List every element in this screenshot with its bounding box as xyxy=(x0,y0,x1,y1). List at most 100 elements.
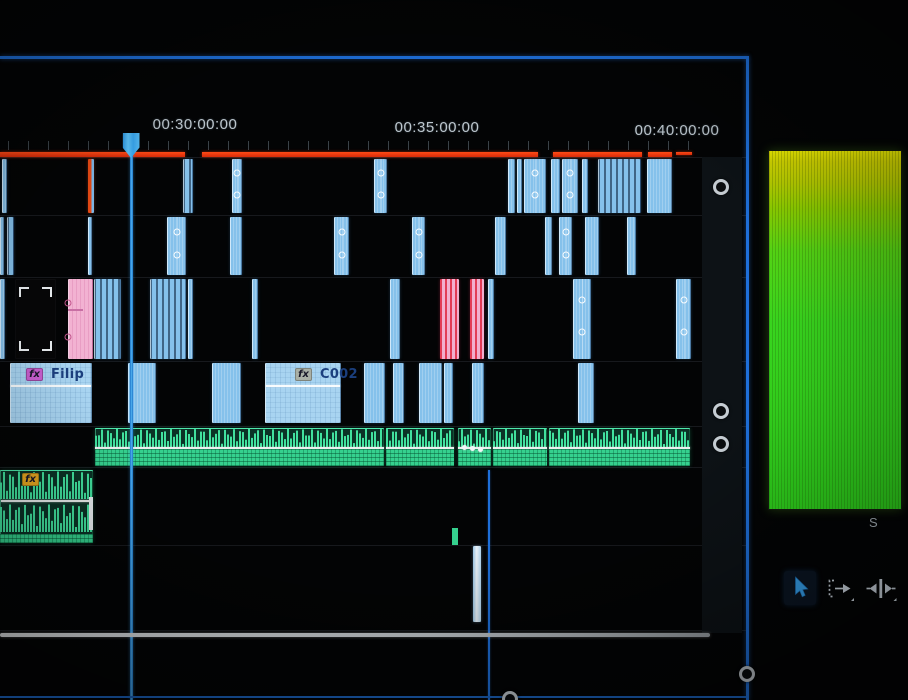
clip-audio-3[interactable] xyxy=(473,546,481,622)
clip-audio-1[interactable] xyxy=(493,428,547,466)
clip-video-1-upper[interactable] xyxy=(94,279,121,359)
scroll-handle-knob[interactable] xyxy=(713,436,729,452)
clip-video-1-upper[interactable] xyxy=(64,279,93,359)
clip-video-1-upper[interactable] xyxy=(0,279,5,359)
transition-mark xyxy=(680,296,687,304)
clip-video-3[interactable] xyxy=(2,159,7,213)
keyframe-line xyxy=(683,279,685,359)
clip-audio-1[interactable] xyxy=(458,428,491,466)
ruler-tick xyxy=(508,141,509,150)
cursor-arrow-icon xyxy=(795,576,809,598)
clip-video-1-upper[interactable] xyxy=(188,279,193,359)
ripple-edit-tool-button[interactable] xyxy=(861,574,901,604)
clip-video-1-upper[interactable] xyxy=(676,279,691,359)
volume-keyframe-dot[interactable] xyxy=(478,447,483,452)
clip-video-1-upper[interactable] xyxy=(470,279,484,359)
clip-label-row: fx Filip xyxy=(26,367,84,382)
ruler-tick xyxy=(168,141,169,150)
scroll-handle-knob[interactable] xyxy=(502,691,518,700)
clip-video-1[interactable] xyxy=(212,363,241,423)
fx-badge: fx xyxy=(22,473,39,486)
clip-video-3[interactable] xyxy=(551,159,560,213)
transition-mark xyxy=(531,169,539,177)
clip-video-1[interactable] xyxy=(364,363,385,423)
clip-video-3[interactable] xyxy=(374,159,387,213)
track-select-forward-tool-button[interactable] xyxy=(822,574,858,604)
clip-label: C002 xyxy=(320,367,358,382)
clip-video-2[interactable] xyxy=(7,217,14,275)
clip-label-row: fx C002 xyxy=(295,367,358,382)
volume-keyframe-dot[interactable] xyxy=(462,445,467,450)
clip-video-2[interactable] xyxy=(627,217,636,275)
scroll-handle-knob[interactable] xyxy=(713,403,729,419)
solo-button[interactable]: S xyxy=(869,515,878,530)
clip-video-1[interactable] xyxy=(393,363,404,423)
clip-video-3[interactable] xyxy=(183,159,193,213)
clip-video-2[interactable] xyxy=(230,217,242,275)
clip-video-3[interactable] xyxy=(582,159,588,213)
clip-audio-1[interactable] xyxy=(386,428,454,466)
ruler-tick xyxy=(688,141,689,150)
clip-video-3[interactable] xyxy=(88,159,94,213)
audio-body xyxy=(386,449,454,466)
clip-video-1-upper[interactable] xyxy=(390,279,400,359)
transition-mark xyxy=(680,328,687,336)
clip-video-1-upper[interactable] xyxy=(150,279,186,359)
ruler-tick xyxy=(448,141,449,150)
track-audio-2: fx xyxy=(0,469,746,544)
scroll-handle-knob[interactable] xyxy=(713,179,729,195)
clip-video-2[interactable] xyxy=(545,217,552,275)
clip-audio-2[interactable]: fx xyxy=(0,470,93,543)
clip-video-2[interactable] xyxy=(559,217,572,275)
clip-video-3[interactable] xyxy=(517,159,522,213)
clip-video-1-upper[interactable] xyxy=(440,279,459,359)
ruler-tick xyxy=(68,141,69,150)
clip-video-1-upper[interactable] xyxy=(252,279,258,359)
transition-mark xyxy=(377,169,384,177)
clip-audio-1[interactable] xyxy=(549,428,690,466)
clip-video-2[interactable] xyxy=(0,217,4,275)
volume-keyframe-dot[interactable] xyxy=(470,446,475,451)
render-bar-segment xyxy=(676,152,692,155)
clip-video-1[interactable] xyxy=(444,363,453,423)
clip-filip[interactable]: fx Filip xyxy=(10,363,92,423)
clip-video-2[interactable] xyxy=(167,217,186,275)
playhead-marker[interactable] xyxy=(122,133,140,158)
clip-video-3[interactable] xyxy=(524,159,546,213)
clip-video-3[interactable] xyxy=(508,159,515,213)
playhead-line xyxy=(130,150,133,700)
clip-video-2[interactable] xyxy=(495,217,506,275)
track-divider xyxy=(0,277,746,278)
track-divider xyxy=(0,361,746,362)
clip-video-2[interactable] xyxy=(585,217,599,275)
clip-video-1-upper[interactable] xyxy=(15,279,56,359)
clip-video-3[interactable] xyxy=(232,159,242,213)
clip-video-1-upper[interactable] xyxy=(573,279,591,359)
ruler-tick xyxy=(668,141,669,150)
clip-label: Filip xyxy=(51,367,85,382)
ruler-tick xyxy=(328,141,329,150)
clip-video-2[interactable] xyxy=(88,217,92,275)
clip-video-3[interactable] xyxy=(598,159,641,213)
clip-video-1[interactable] xyxy=(578,363,594,423)
selection-tool-button[interactable] xyxy=(784,571,816,605)
clip-c002[interactable]: fx C002 xyxy=(265,363,358,423)
ruler-tick xyxy=(548,141,549,150)
volume-line xyxy=(1,500,92,502)
scroll-handle-knob[interactable] xyxy=(739,666,755,682)
clip-video-2[interactable] xyxy=(334,217,349,275)
horizontal-scrollbar[interactable] xyxy=(0,633,710,637)
timeline-ruler[interactable]: 00:30:00:00 00:35:00:00 00:40:00:00 xyxy=(0,58,746,152)
clip-video-3[interactable] xyxy=(647,159,672,213)
panel-bottom-border xyxy=(0,696,746,698)
clip-video-3[interactable] xyxy=(562,159,578,213)
clip-video-1[interactable] xyxy=(472,363,484,423)
clip-audio-1[interactable] xyxy=(95,428,384,466)
clip-video-1-upper[interactable] xyxy=(488,279,494,359)
ruler-tick xyxy=(28,141,29,150)
clip-video-1[interactable] xyxy=(419,363,442,423)
clip-video-1[interactable] xyxy=(128,363,156,423)
clip-video-2[interactable] xyxy=(412,217,425,275)
clip-level-line xyxy=(68,309,83,311)
